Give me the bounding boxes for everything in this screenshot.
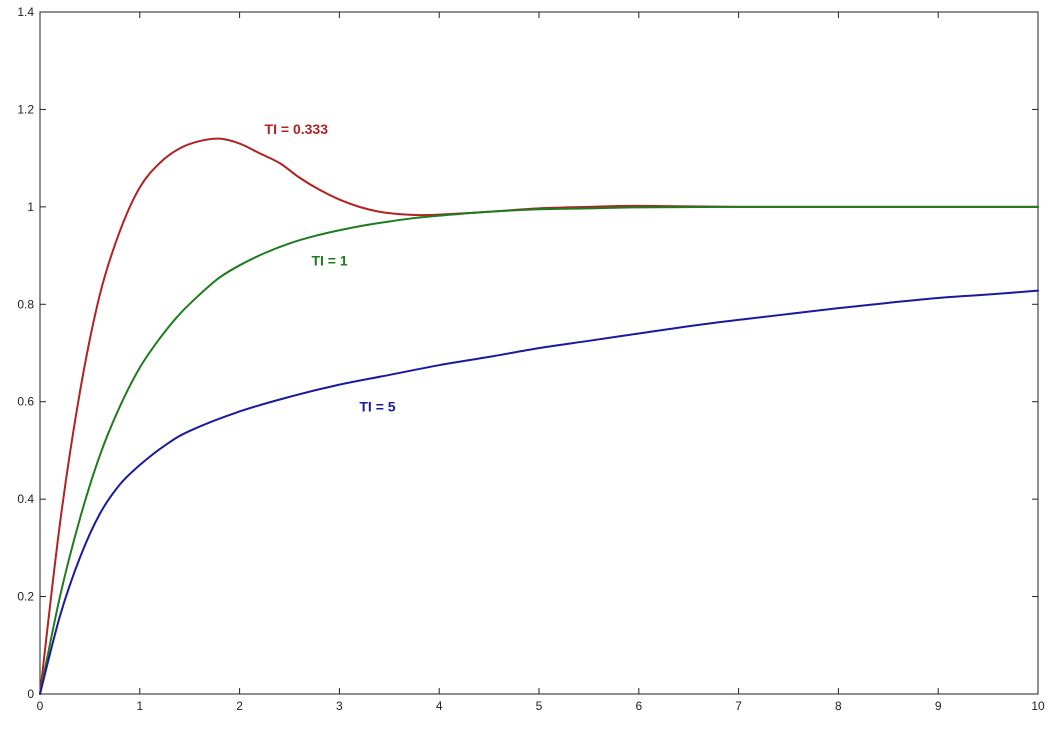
x-tick-label: 9 bbox=[935, 699, 942, 713]
y-tick-label: 0 bbox=[27, 687, 34, 701]
series-line-ti-1 bbox=[39, 205, 1039, 695]
x-tick-label: 2 bbox=[236, 699, 243, 713]
x-tick-label: 7 bbox=[735, 699, 742, 713]
x-tick-label: 1 bbox=[136, 699, 143, 713]
y-tick-label: 1 bbox=[27, 200, 34, 214]
x-tick-label: 0 bbox=[37, 699, 44, 713]
series-annotation-label: TI = 1 bbox=[311, 252, 347, 268]
y-tick-label: 1.2 bbox=[17, 102, 34, 116]
y-tick-label: 0.8 bbox=[17, 297, 34, 311]
x-tick-label: 8 bbox=[835, 699, 842, 713]
plot-area-frame bbox=[39, 11, 1039, 695]
y-tick-label: 0.6 bbox=[17, 395, 34, 409]
series-line-ti-5 bbox=[39, 289, 1039, 695]
x-tick-label: 4 bbox=[436, 699, 443, 713]
x-tick-label: 5 bbox=[536, 699, 543, 713]
y-tick-label: 0.4 bbox=[17, 492, 34, 506]
series-annotation-label: TI = 0.333 bbox=[265, 121, 329, 137]
y-tick-label: 1.4 bbox=[17, 5, 34, 19]
x-tick-label: 10 bbox=[1031, 699, 1045, 713]
series-line-ti-0333 bbox=[39, 137, 1039, 695]
x-tick-label: 3 bbox=[336, 699, 343, 713]
y-tick-label: 0.2 bbox=[17, 590, 34, 604]
series-annotation-label: TI = 5 bbox=[359, 398, 395, 414]
x-tick-label: 6 bbox=[635, 699, 642, 713]
